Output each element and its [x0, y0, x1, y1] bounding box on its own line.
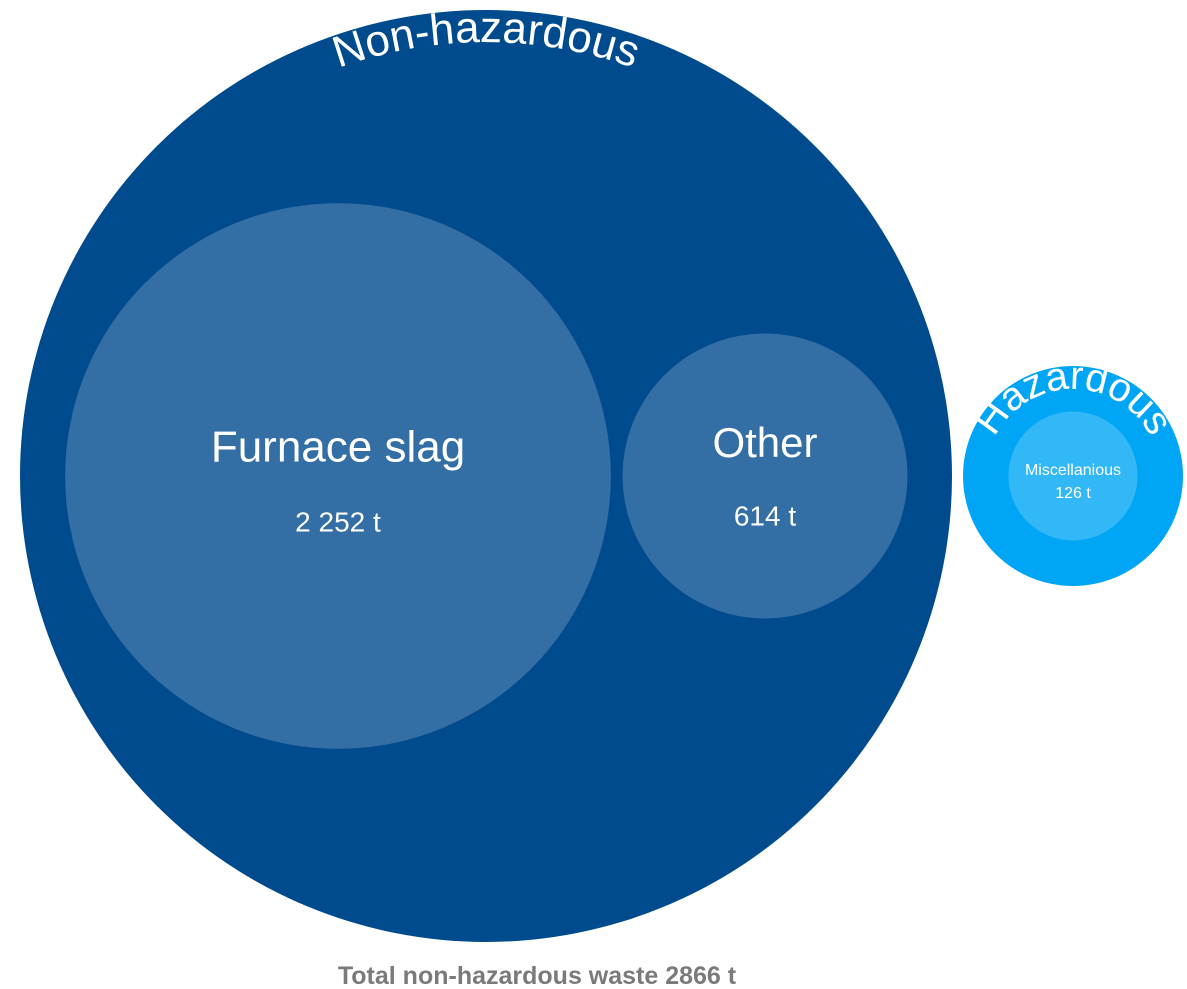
- bubble: [65, 203, 611, 749]
- bubble-value-label: 126 t: [1055, 485, 1091, 502]
- bubble-value-label: 614 t: [734, 500, 796, 531]
- bubble-label: Furnace slag: [211, 423, 465, 472]
- bubble: [1008, 411, 1138, 541]
- bubble-value-label: 2 252 t: [295, 506, 381, 537]
- bubble-label: Miscellanious: [1025, 462, 1121, 479]
- bubble-label: Other: [712, 419, 817, 466]
- bubble: [622, 333, 908, 619]
- footer: Total non-hazardous waste 2866 t: [338, 962, 737, 989]
